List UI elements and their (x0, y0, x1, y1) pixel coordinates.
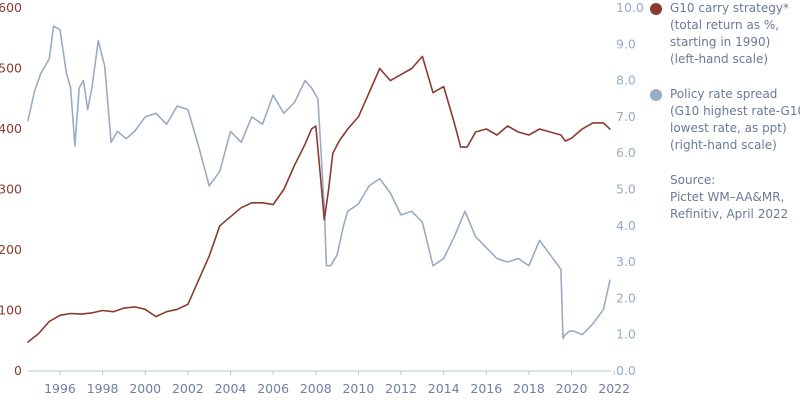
series-layer (27, 25, 611, 343)
legend-text: starting in 1990) (670, 35, 771, 49)
left-tick-label: 300 (0, 182, 22, 197)
left-tick-label: 600 (0, 0, 22, 15)
legend-text: G10 carry strategy* (670, 1, 789, 15)
left-tick-label: 400 (0, 121, 22, 136)
x-tick-label: 1998 (87, 381, 119, 396)
legend-item-carry: G10 carry strategy* (total return as %, … (650, 0, 800, 68)
right-tick-label: 3.0 (616, 254, 636, 269)
legend-text: (total return as %, (670, 18, 780, 32)
x-tick-label: 2008 (300, 381, 332, 396)
x-tick-label: 2020 (556, 381, 588, 396)
right-tick-label: 6.0 (616, 145, 636, 160)
x-tick-label: 2002 (172, 381, 204, 396)
right-tick-label: 0.0 (616, 363, 636, 378)
right-tick-label: 10.0 (616, 0, 644, 15)
source-text: Source: (670, 173, 716, 187)
legend-marker-spread (650, 89, 662, 101)
left-tick-label: 500 (0, 61, 22, 76)
x-tick-label: 1996 (44, 381, 76, 396)
x-axis-ticks: 1996 1998 2000 2002 2004 2006 2008 2010 2012 2014… (44, 371, 630, 396)
x-tick-label: 2022 (598, 381, 630, 396)
right-tick-label: 2.0 (616, 290, 636, 305)
source-text: Refinitiv, April 2022 (670, 207, 789, 221)
x-tick-label: 2016 (470, 381, 502, 396)
legend-text: lowest rate, as ppt) (670, 121, 787, 135)
right-tick-label: 1.0 (616, 327, 636, 342)
legend-text: Policy rate spread (670, 87, 778, 101)
right-axis-ticks: 0.0 1.0 2.0 3.0 4.0 5.0 6.0 7.0 8.0 9.0 10.0 (616, 0, 644, 378)
right-tick-label: 9.0 (616, 36, 636, 51)
series-line-spread (27, 25, 611, 340)
source-note: Source: Pictet WM–AA&MR, Refinitiv, Apri… (650, 172, 800, 223)
legend-marker-carry (650, 3, 662, 15)
left-axis-ticks: 0 100 200 300 400 500 600 (0, 0, 22, 378)
series-line-carry (27, 55, 611, 343)
legend-text: (right-hand scale) (670, 138, 777, 152)
x-tick-label: 2014 (428, 381, 460, 396)
legend-text: (G10 highest rate-G10 (670, 104, 800, 118)
source-text: Pictet WM–AA&MR, (670, 190, 785, 204)
legend-item-spread: Policy rate spread (G10 highest rate-G10… (650, 86, 800, 154)
right-tick-label: 4.0 (616, 218, 636, 233)
x-tick-label: 2000 (129, 381, 161, 396)
x-tick-label: 2012 (385, 381, 417, 396)
left-tick-label: 200 (0, 242, 22, 257)
x-tick-label: 2004 (215, 381, 247, 396)
right-tick-label: 5.0 (616, 182, 636, 197)
legend-text: (left-hand scale) (670, 52, 769, 66)
right-tick-label: 7.0 (616, 109, 636, 124)
left-tick-label: 100 (0, 303, 22, 318)
legend: G10 carry strategy* (total return as %, … (650, 0, 800, 223)
right-tick-label: 8.0 (616, 73, 636, 88)
x-tick-label: 2006 (257, 381, 289, 396)
x-tick-label: 2010 (342, 381, 374, 396)
x-tick-label: 2018 (513, 381, 545, 396)
left-tick-label: 0 (14, 363, 22, 378)
